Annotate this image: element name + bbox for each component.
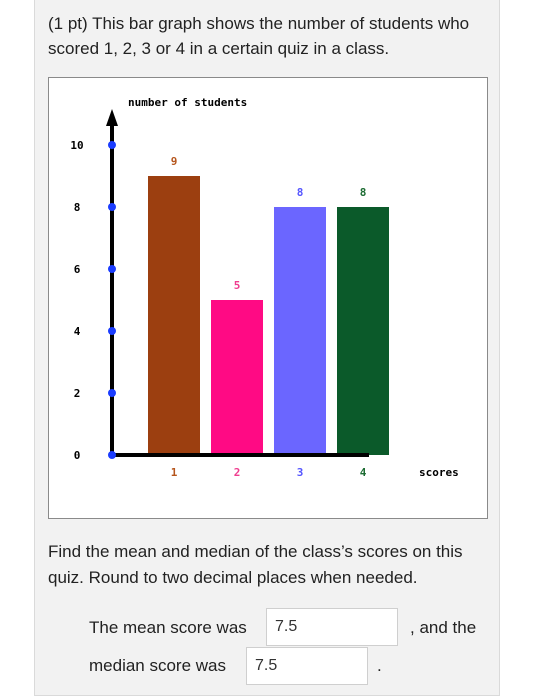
y-tick-dot-8	[108, 203, 116, 211]
bar-1	[148, 176, 200, 455]
bar-chart: number of students 9 1 5 2 8 3 8 4 scores 0 2 4 6 8 10	[48, 77, 488, 519]
y-tick-dot-0	[108, 451, 116, 459]
y-tick-label-10: 10	[70, 139, 83, 152]
instructions-text: Find the mean and median of the class’s …	[48, 542, 463, 587]
y-tick-label-8: 8	[74, 201, 81, 214]
mean-score-input[interactable]	[266, 608, 398, 646]
y-tick-dot-2	[108, 389, 116, 397]
y-tick-label-0: 0	[74, 449, 81, 462]
median-prefix-label: median score was	[89, 656, 227, 675]
data-label-3: 8	[297, 186, 304, 199]
y-tick-label-6: 6	[74, 263, 81, 276]
x-tick-label-4: 4	[360, 466, 367, 479]
data-label-2: 5	[234, 279, 241, 292]
x-tick-label-3: 3	[297, 466, 304, 479]
y-tick-dot-10	[108, 141, 116, 149]
x-tick-label-2: 2	[234, 466, 241, 479]
bar-3	[274, 207, 326, 455]
y-tick-label-4: 4	[74, 325, 81, 338]
y-axis-arrow	[106, 109, 118, 126]
bar-4	[337, 207, 389, 455]
y-tick-label-2: 2	[74, 387, 81, 400]
median-score-input[interactable]	[246, 647, 368, 685]
bar-2	[211, 300, 263, 455]
y-tick-dot-4	[108, 327, 116, 335]
mean-prefix-label: The mean score was	[89, 618, 247, 637]
question-text: (1 pt) This bar graph shows the number o…	[48, 14, 470, 58]
y-tick-dot-6	[108, 265, 116, 273]
data-label-4: 8	[360, 186, 367, 199]
y-axis-label: number of students	[128, 96, 247, 109]
mean-suffix-label: , and the	[410, 618, 477, 637]
x-tick-label-1: 1	[171, 466, 178, 479]
bar-chart-svg: number of students 9 1 5 2 8 3 8 4 scores 0 2 4 6 8 10	[70, 96, 459, 479]
x-axis-label: scores	[419, 466, 459, 479]
median-suffix-label: .	[377, 656, 382, 675]
data-label-1: 9	[171, 155, 178, 168]
